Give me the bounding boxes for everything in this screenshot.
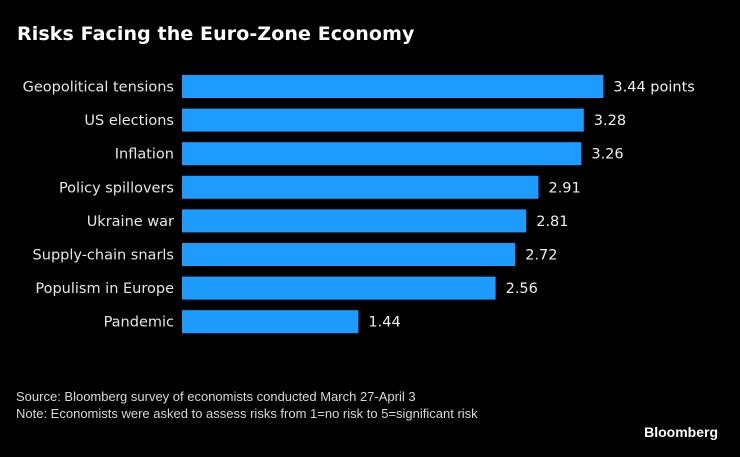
bar	[182, 175, 539, 199]
category-label: Inflation	[115, 147, 174, 163]
category-label: Geopolitical tensions	[23, 80, 174, 96]
bar	[182, 75, 604, 98]
category-label: Pandemic	[104, 315, 174, 331]
value-label: 3.28	[594, 113, 626, 129]
category-label: Policy spillovers	[59, 180, 174, 196]
value-label: 2.91	[548, 180, 580, 196]
methodology-note: Note: Economists were asked to assess ri…	[16, 405, 478, 421]
bar	[182, 142, 582, 166]
value-label: 1.44	[368, 315, 400, 331]
bar	[182, 243, 516, 266]
value-label: 3.26	[591, 147, 623, 163]
bar	[182, 108, 584, 132]
bar	[182, 276, 496, 300]
category-label: US elections	[84, 113, 174, 129]
source-note: Source: Bloomberg survey of economists c…	[16, 389, 416, 404]
chart-title: Risks Facing the Euro-Zone Economy	[17, 23, 415, 45]
value-label: 3.44 points	[613, 80, 694, 96]
category-label: Supply-chain snarls	[33, 248, 174, 264]
bar	[182, 310, 359, 334]
category-label: Populism in Europe	[35, 281, 174, 297]
bloomberg-logo: Bloomberg	[644, 424, 718, 440]
category-label: Ukraine war	[87, 214, 174, 230]
value-label: 2.81	[536, 214, 568, 230]
chart-footer: Source: Bloomberg survey of economists c…	[16, 389, 616, 422]
value-label: 2.56	[506, 281, 538, 297]
bar	[182, 209, 527, 233]
bar-chart: Geopolitical tensions 3.44 points US elect…	[23, 75, 695, 334]
value-label: 2.72	[525, 248, 557, 264]
